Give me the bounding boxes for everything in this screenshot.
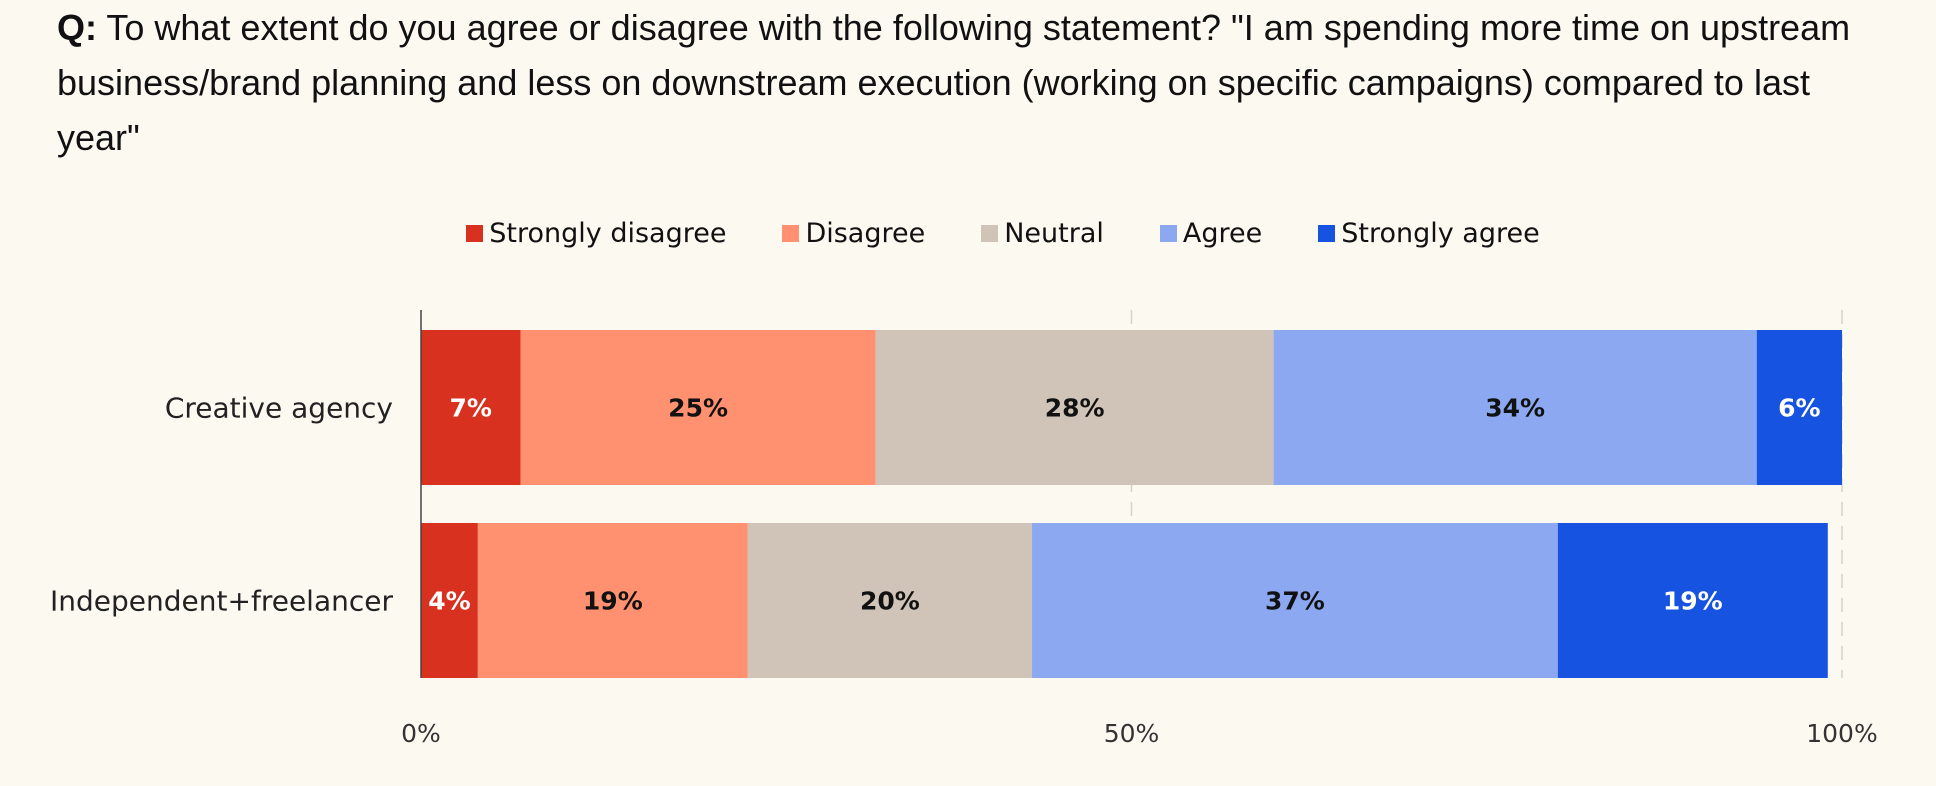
bar-creative-agency-agree [1273,330,1757,485]
bar-creative-agency-disagree [520,330,876,485]
data-label-creative-agency-strongly-disagree: 7% [450,394,492,423]
legend-swatch-strongly-agree [1318,225,1336,242]
x-tick-label-0: 0% [401,719,441,748]
legend-item-neutral: Neutral [981,218,1104,249]
data-label-independent-freelancer-strongly-agree: 19% [1663,587,1723,616]
bar-independent-freelancer-neutral [747,523,1033,678]
chart-legend: Strongly disagree Disagree Neutral Agree Str… [0,218,1936,249]
legend-item-strongly-agree: Strongly agree [1318,218,1540,249]
legend-label-neutral: Neutral [1004,218,1104,249]
legend-item-strongly-disagree: Strongly disagree [466,218,726,249]
legend-item-disagree: Disagree [782,218,925,249]
category-label-independent-freelancer: Independent+freelancer [50,585,393,618]
data-label-independent-freelancer-strongly-disagree: 4% [428,587,470,616]
legend-label-strongly-agree: Strongly agree [1341,218,1540,249]
data-label-creative-agency-strongly-agree: 6% [1778,394,1820,423]
data-label-independent-freelancer-disagree: 19% [583,587,643,616]
bar-independent-freelancer-strongly-agree [1557,523,1828,678]
legend-label-strongly-disagree: Strongly disagree [489,218,727,249]
legend-swatch-agree [1159,225,1177,242]
data-label-creative-agency-neutral: 28% [1045,394,1105,423]
bar-creative-agency-strongly-agree [1756,330,1842,485]
question-prefix: Q: [57,7,97,48]
legend-swatch-neutral [981,225,999,242]
x-tick-label-2: 100% [1806,719,1877,748]
data-label-creative-agency-disagree: 25% [668,394,728,423]
bar-creative-agency-neutral [875,330,1274,485]
legend-item-agree: Agree [1159,218,1263,249]
legend-swatch-strongly-disagree [466,225,484,242]
data-label-creative-agency-agree: 34% [1485,394,1545,423]
legend-swatch-disagree [782,225,800,242]
bar-independent-freelancer-disagree [477,523,748,678]
question-text: To what extent do you agree or disagree … [57,7,1851,158]
data-label-independent-freelancer-agree: 37% [1265,587,1325,616]
category-label-creative-agency: Creative agency [165,392,393,425]
legend-label-agree: Agree [1182,218,1263,249]
bar-independent-freelancer-agree [1032,523,1558,678]
bar-independent-freelancer-strongly-disagree [421,523,478,678]
x-tick-label-1: 50% [1104,719,1160,748]
bar-creative-agency-strongly-disagree [421,330,521,485]
legend-label-disagree: Disagree [805,218,926,249]
question-heading: Q: To what extent do you agree or disagr… [57,0,1857,165]
data-label-independent-freelancer-neutral: 20% [860,587,920,616]
